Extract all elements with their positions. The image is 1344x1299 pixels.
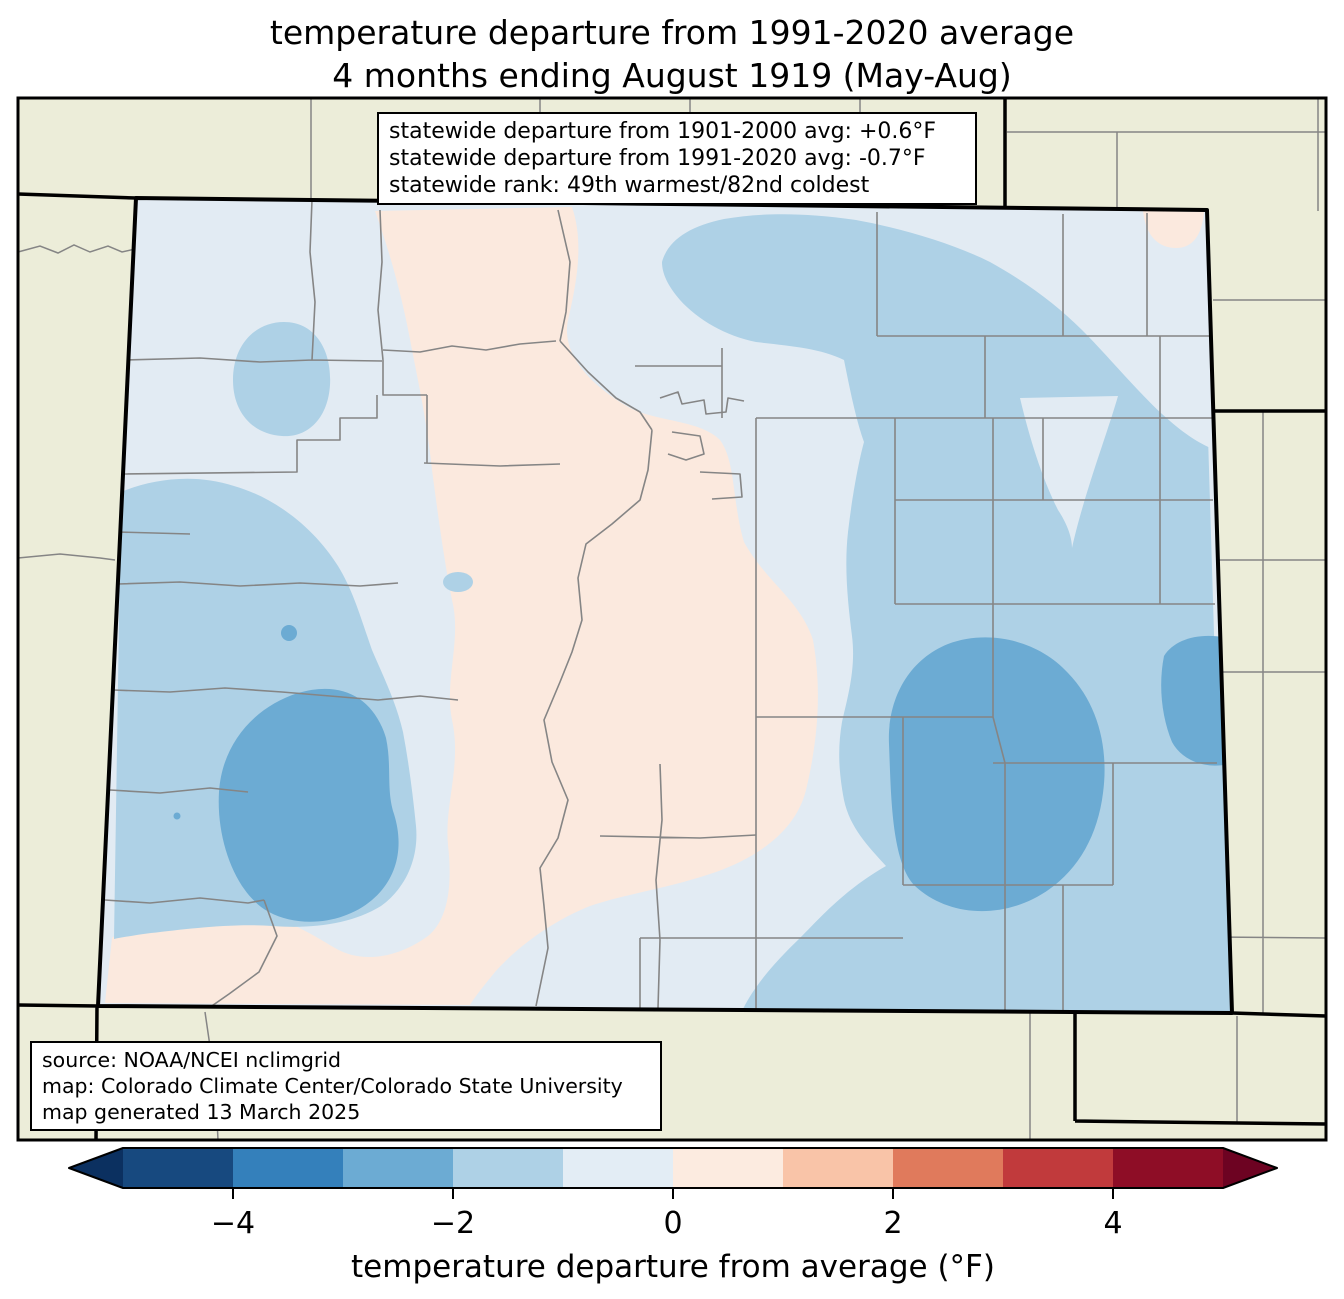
source-line-1: source: NOAA/NCEI nclimgrid bbox=[42, 1048, 342, 1072]
source-line-2: map: Colorado Climate Center/Colorado St… bbox=[42, 1074, 623, 1098]
contour-dark-eastcentral bbox=[888, 637, 1105, 912]
colorbar-tick-label-1: −4 bbox=[211, 1206, 255, 1241]
plot-frame bbox=[16, 96, 1328, 1142]
colorbar-segment-5 bbox=[563, 1148, 673, 1188]
stats-line-1: statewide departure from 1901-2000 avg: … bbox=[389, 119, 937, 144]
colorbar-segment-1 bbox=[123, 1148, 233, 1188]
colorbar-outline bbox=[68, 1147, 1278, 1189]
contour-pink-central bbox=[105, 207, 818, 1005]
colorbar-segment-3 bbox=[343, 1148, 453, 1188]
title-line2: 4 months ending August 1919 (May-Aug) bbox=[332, 56, 1011, 95]
colorbar-tick-marks bbox=[232, 1188, 1114, 1199]
colorbar-tick-label-2: −2 bbox=[431, 1206, 475, 1241]
colorbar-segment-4 bbox=[453, 1148, 563, 1188]
contour-blue-speck bbox=[443, 572, 473, 592]
stats-box: statewide departure from 1901-2000 avg: … bbox=[377, 112, 977, 205]
colorbar-tick-label-4: 2 bbox=[883, 1206, 902, 1241]
contour-pale-border-strip bbox=[1207, 419, 1222, 651]
colorbar-over-arrow bbox=[1223, 1148, 1277, 1188]
contour-dark-dot-1 bbox=[281, 625, 297, 641]
contour-blue-northwest bbox=[233, 322, 331, 437]
contour-dark-southwest bbox=[218, 688, 399, 922]
colorbar-segment-6 bbox=[673, 1148, 783, 1188]
contour-dark-dot-2 bbox=[173, 812, 181, 820]
colorbar-tick-label-3: 0 bbox=[663, 1206, 682, 1241]
colorbar-segment-10 bbox=[1113, 1148, 1223, 1188]
colorado-state-border bbox=[96, 196, 1234, 1015]
source-line-3: map generated 13 March 2025 bbox=[42, 1100, 361, 1124]
title-line1: temperature departure from 1991-2020 ave… bbox=[270, 13, 1074, 52]
contour-pale-wedge bbox=[1020, 396, 1118, 548]
colorbar-segment-8 bbox=[893, 1148, 1003, 1188]
contour-pink-northeast bbox=[1143, 211, 1204, 248]
colorbar-segment-7 bbox=[783, 1148, 893, 1188]
colorbar-axis-label: temperature departure from average (°F) bbox=[351, 1249, 995, 1285]
colorado-county-lines-west bbox=[104, 199, 757, 1011]
colorado-contours bbox=[98, 198, 1232, 1013]
stats-line-2: statewide departure from 1991-2020 avg: … bbox=[389, 146, 926, 171]
colorbar-segment-9 bbox=[1003, 1148, 1113, 1188]
source-box: source: NOAA/NCEI nclimgrid map: Colorad… bbox=[30, 1041, 662, 1131]
colorbar: −4 −2 0 2 4 temperature departure from a… bbox=[68, 1147, 1278, 1285]
colorbar-tick-label-5: 4 bbox=[1103, 1206, 1122, 1241]
colorbar-segment-2 bbox=[233, 1148, 343, 1188]
colorbar-under-arrow bbox=[69, 1148, 123, 1188]
colorado-county-lines-east bbox=[635, 212, 1217, 1010]
stats-line-3: statewide rank: 49th warmest/82nd coldes… bbox=[389, 173, 870, 198]
